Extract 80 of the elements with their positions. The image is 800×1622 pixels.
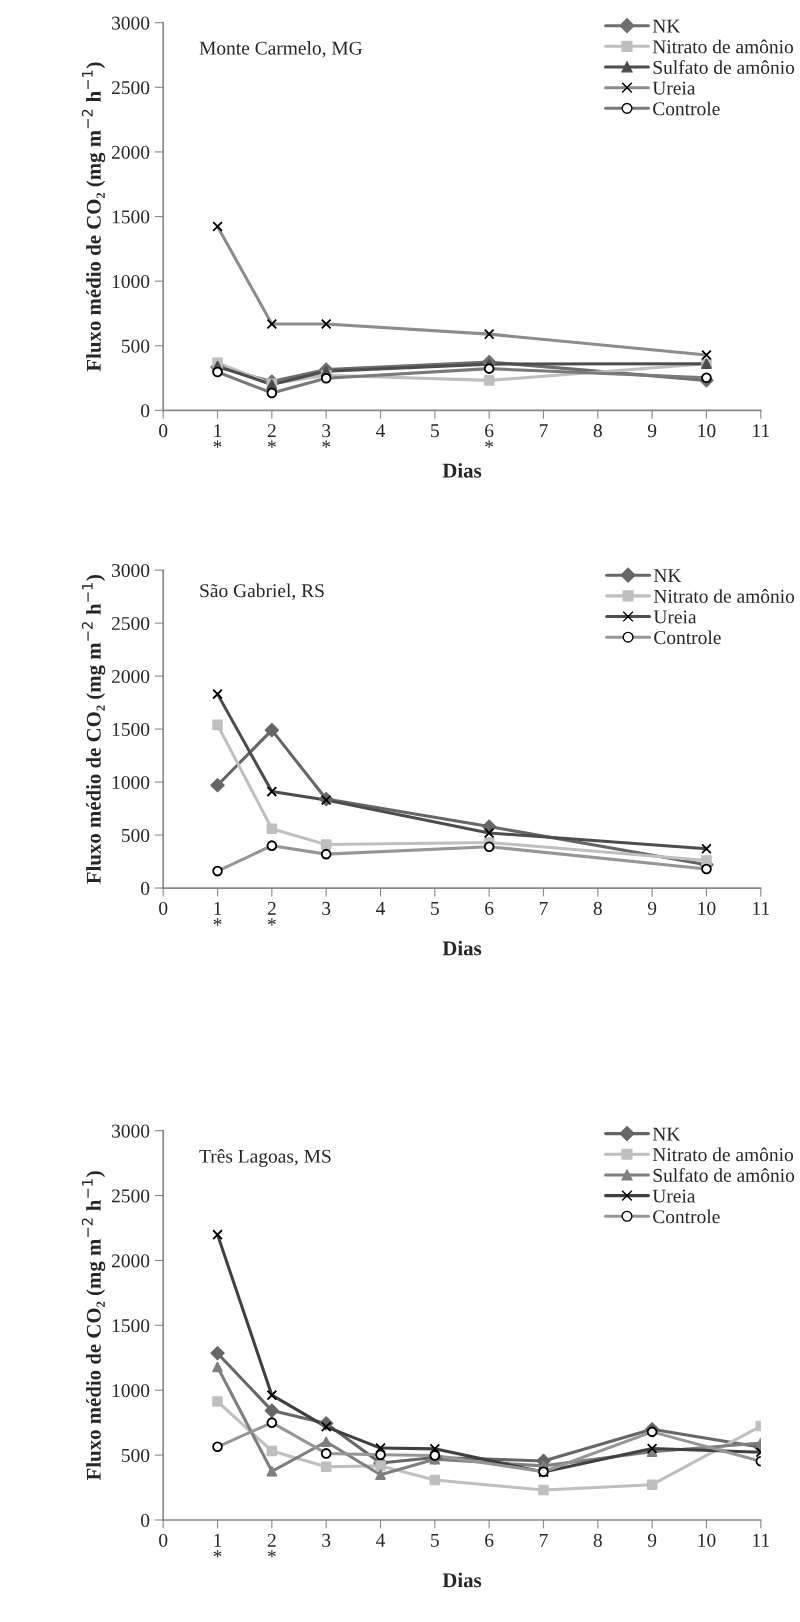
x-tick-label: 7 [539, 424, 548, 438]
x-tick-label: 9 [647, 901, 657, 915]
x-axis-title: Dias [442, 1572, 482, 1588]
text: Monte Carmelo, MG [199, 41, 363, 58]
y-tick-label: 1500 [112, 722, 150, 737]
x-tick-label: 10 [698, 901, 716, 915]
x-tick-label: 0 [159, 1533, 168, 1547]
x-tick-label: 11 [753, 424, 769, 438]
x-tick-label: 3 [322, 901, 331, 915]
y-tick-label: 500 [121, 828, 150, 842]
x-tick-label: 10 [698, 424, 716, 438]
y-tick-label: 0 [141, 404, 150, 418]
legend-label: Controle [654, 630, 721, 645]
x-tick-label: 4 [376, 1533, 386, 1547]
x-tick-label: 5 [431, 424, 439, 438]
legend-label: Controle [653, 1209, 720, 1224]
x-tick-label: 11 [753, 1533, 769, 1547]
x-tick-label: 1 * [213, 1533, 222, 1558]
y-tick-label: 0 [141, 881, 150, 895]
y-tick-label: 3000 [112, 16, 150, 30]
y-tick-label: 2500 [111, 1189, 150, 1203]
legend-label: NK [652, 19, 681, 33]
y-tick-label: 1000 [112, 1384, 150, 1398]
y-tick-label: 3000 [112, 563, 150, 578]
legend-label: Nitrato de amônio [652, 1147, 794, 1162]
legend-label: Controle [653, 101, 720, 116]
legend-label: NK [652, 1127, 681, 1141]
y-tick-label: 1000 [112, 775, 150, 790]
x-tick-label: 7 [539, 902, 548, 915]
x-tick-label: 1 * [213, 424, 222, 448]
y-axis-title: Fluxo médio de CO₂ (mg m$^{−2}$ h$^{−1}$) [81, 62, 106, 372]
y-tick-label: 2000 [111, 1254, 150, 1268]
x-tick-label: 7 [539, 1533, 548, 1547]
x-tick-label: 8 [593, 901, 602, 915]
legend-label: Ureia [652, 81, 696, 95]
text: São Gabriel, RS [200, 583, 324, 601]
x-tick-label: 6 * [485, 424, 494, 448]
x-tick-label: 8 [593, 1533, 602, 1547]
legend-label: NK [653, 569, 682, 582]
legend-label: Sulfato de amônio [653, 60, 795, 74]
x-tick-label: 3 * [322, 424, 331, 448]
y-axis-title: Fluxo médio de CO₂ (mg m$^{−2}$ h$^{−1}$) [81, 1171, 106, 1481]
y-tick-label: 2000 [111, 145, 150, 159]
x-axis-title: Dias [442, 463, 482, 478]
y-tick-label: 500 [121, 339, 150, 353]
y-tick-label: 1500 [112, 1319, 150, 1333]
x-tick-label: 2 * [267, 1533, 276, 1558]
y-tick-label: 1000 [112, 274, 150, 289]
x-tick-label: 2 * [267, 901, 276, 926]
x-tick-label: 5 [431, 1533, 439, 1547]
legend-label: Ureia [652, 1189, 696, 1203]
x-tick-label: 8 [593, 424, 602, 438]
y-tick-label: 2000 [111, 669, 150, 684]
y-tick-label: 500 [121, 1448, 150, 1463]
x-tick-label: 10 [698, 1533, 716, 1547]
x-tick-label: 0 [159, 901, 168, 915]
legend-label: Nitrato de amônio [653, 589, 795, 603]
y-axis-title: Fluxo médio de CO₂ (mg m$^{−2}$ h$^{−1}$) [81, 575, 106, 884]
x-tick-label: 5 [431, 902, 439, 915]
x-tick-label: 1 * [213, 901, 222, 926]
x-axis-title: Dias [442, 940, 482, 956]
x-tick-label: 4 [376, 424, 386, 438]
y-tick-label: 3000 [112, 1124, 150, 1138]
text: Três Lagoas, MS [199, 1149, 331, 1167]
x-tick-label: 0 [159, 424, 168, 438]
y-tick-label: 1500 [112, 210, 150, 224]
x-tick-label: 6 [485, 1533, 494, 1547]
legend-label: Sulfato de amônio [653, 1168, 795, 1182]
legend-label: Nitrato de amônio [652, 39, 794, 54]
y-tick-label: 2500 [111, 81, 150, 95]
legend-label: Ureia [653, 610, 697, 624]
x-tick-label: 4 [376, 901, 386, 915]
x-tick-label: 11 [753, 901, 769, 915]
x-tick-label: 9 [647, 424, 657, 438]
x-tick-label: 3 [322, 1533, 331, 1547]
y-tick-label: 0 [141, 1513, 150, 1527]
x-tick-label: 6 [485, 901, 494, 915]
y-tick-label: 2500 [111, 616, 150, 631]
x-tick-label: 9 [647, 1533, 657, 1547]
x-tick-label: 2 * [267, 424, 276, 448]
